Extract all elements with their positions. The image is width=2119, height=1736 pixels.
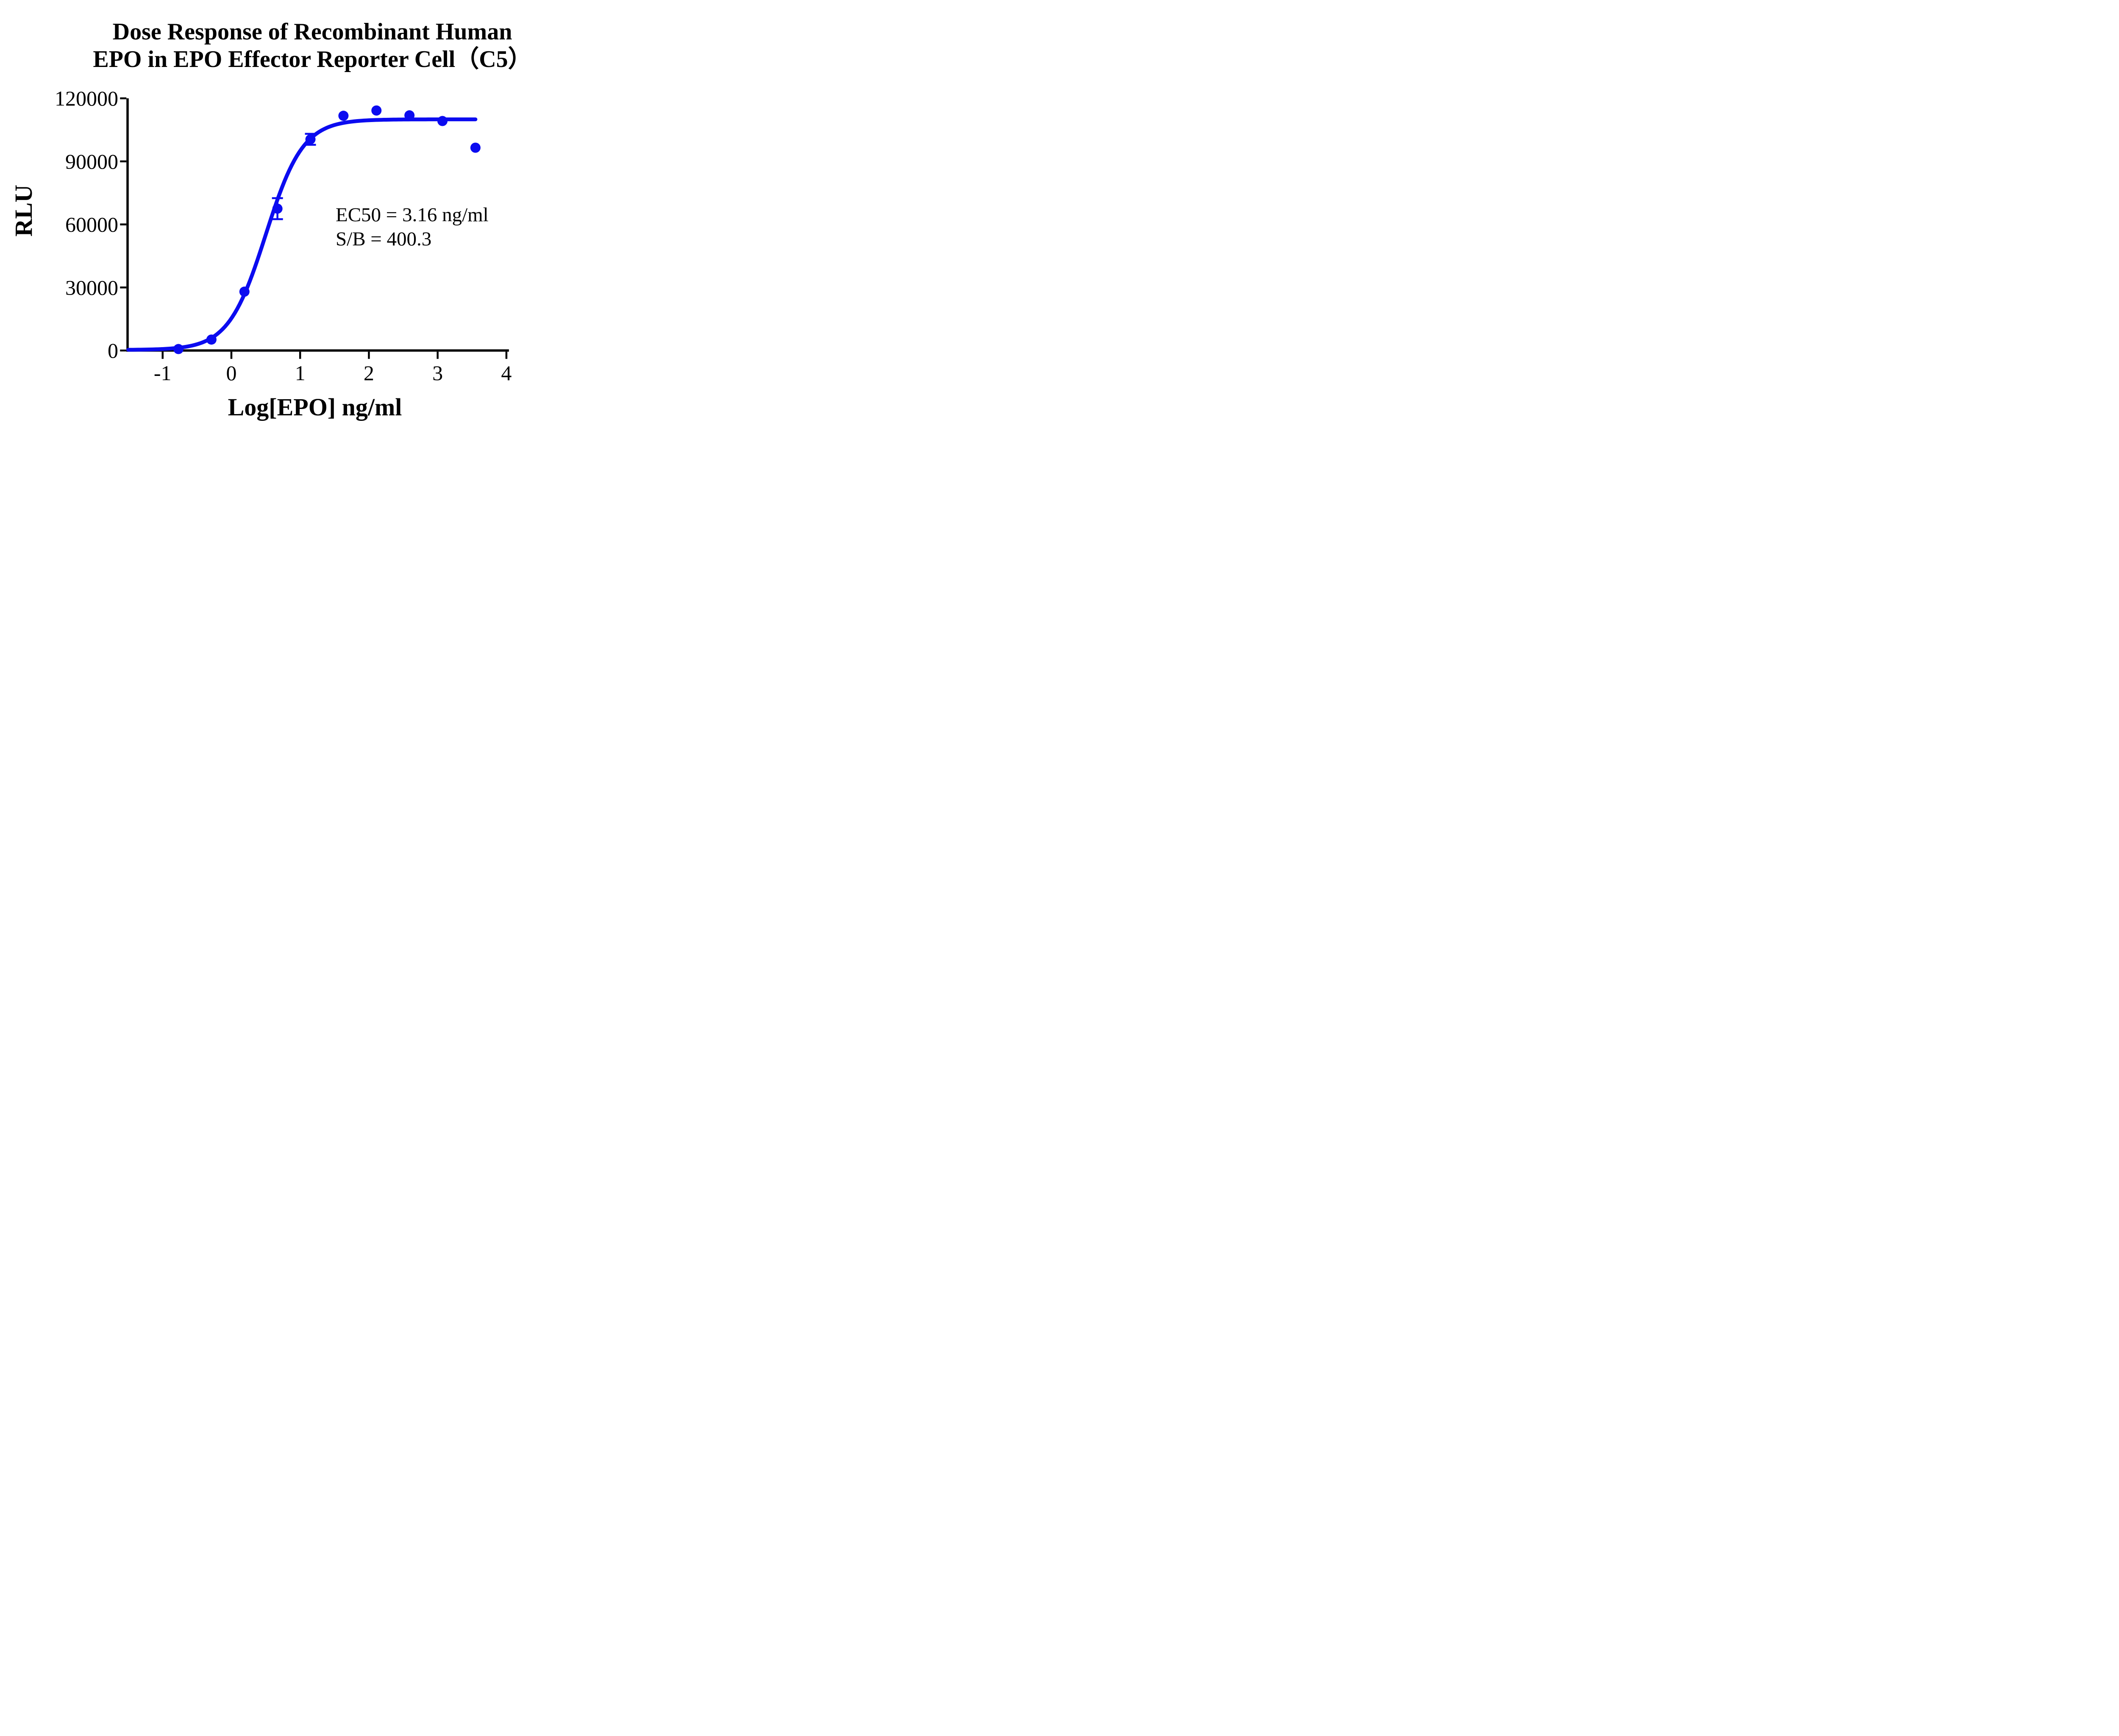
data-point bbox=[173, 344, 184, 354]
x-axis-title: Log[EPO] ng/ml bbox=[228, 393, 402, 421]
y-tick-label: 120000 bbox=[55, 86, 118, 110]
data-point bbox=[239, 287, 250, 297]
ec50-annotation: EC50 = 3.16 ng/ml bbox=[336, 204, 489, 226]
x-tick-label: 0 bbox=[226, 361, 236, 385]
x-tick-label: 2 bbox=[364, 361, 374, 385]
y-tick-label: 30000 bbox=[65, 275, 118, 299]
signal-to-background-annotation: S/B = 400.3 bbox=[336, 228, 431, 250]
data-point bbox=[371, 105, 382, 116]
y-tick-label: 90000 bbox=[65, 150, 118, 173]
chart-title-line2: EPO in EPO Effector Reporter Cell（C5） bbox=[93, 46, 531, 72]
x-tick-label: -1 bbox=[154, 361, 172, 385]
fit-curve bbox=[126, 117, 478, 352]
data-point bbox=[206, 334, 217, 345]
y-axis-title: RLU bbox=[10, 185, 37, 236]
dose-response-chart-svg: -1 0 1 2 3 4 0 30000 60000 90000 120000 Dose Respo… bbox=[10, 19, 532, 421]
x-tick-label: 4 bbox=[501, 361, 512, 385]
data-point bbox=[305, 134, 316, 145]
data-point bbox=[338, 111, 349, 121]
x-tick-label: 3 bbox=[432, 361, 443, 385]
plot-area: -1 0 1 2 3 4 0 30000 60000 90000 120000 bbox=[55, 86, 512, 385]
y-tick-label: 60000 bbox=[65, 213, 118, 236]
data-point bbox=[404, 110, 415, 121]
x-tick-label: 1 bbox=[295, 361, 306, 385]
chart-title-line1: Dose Response of Recombinant Human bbox=[113, 19, 512, 45]
data-point bbox=[437, 116, 448, 126]
data-point bbox=[470, 142, 481, 153]
data-point bbox=[272, 203, 283, 214]
y-tick-label: 0 bbox=[108, 339, 118, 362]
dose-response-figure: -1 0 1 2 3 4 0 30000 60000 90000 120000 Dose Respo… bbox=[0, 0, 563, 434]
